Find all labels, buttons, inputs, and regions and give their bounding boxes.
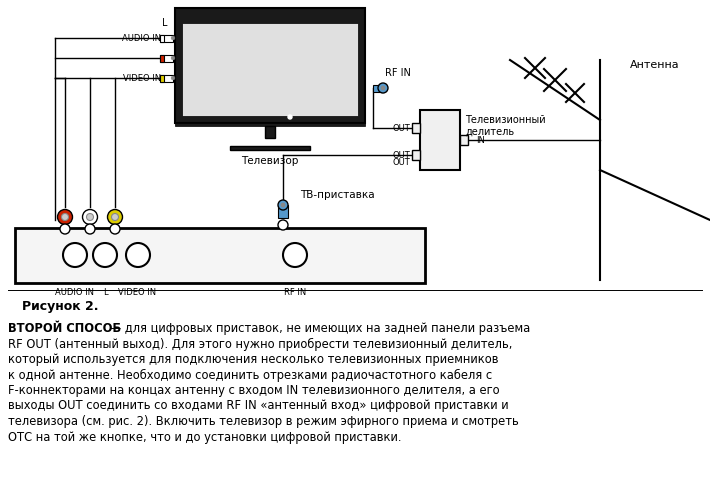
Circle shape [111, 214, 119, 221]
Circle shape [58, 210, 72, 225]
Bar [160, 74, 164, 81]
Bar [160, 34, 164, 41]
Circle shape [87, 214, 94, 221]
Circle shape [60, 224, 70, 234]
Circle shape [278, 220, 288, 230]
Text: Телевизионный: Телевизионный [465, 115, 545, 125]
Text: OUT: OUT [392, 158, 410, 167]
Text: Рисунок 2.: Рисунок 2. [22, 300, 99, 313]
Text: F-коннекторами на концах антенну с входом IN телевизионного делителя, а его: F-коннекторами на концах антенну с входо… [8, 384, 500, 397]
Text: IN: IN [476, 136, 485, 145]
Circle shape [63, 243, 87, 267]
Bar [175, 123, 365, 126]
Circle shape [107, 210, 123, 225]
Text: RF IN: RF IN [284, 288, 306, 297]
Circle shape [93, 243, 117, 267]
Circle shape [381, 86, 385, 90]
Text: RF OUT (антенный выход). Для этого нужно приобрести телевизионный делитель,: RF OUT (антенный выход). Для этого нужно… [8, 337, 513, 351]
Circle shape [171, 56, 175, 60]
Text: AUDIO IN: AUDIO IN [122, 33, 161, 42]
Text: Телевизор: Телевизор [241, 156, 299, 166]
Circle shape [171, 76, 175, 80]
Bar [160, 54, 164, 61]
Text: делитель: делитель [465, 127, 514, 137]
Bar [15, 228, 425, 283]
Text: ТВ-приставка: ТВ-приставка [300, 190, 375, 200]
Circle shape [288, 115, 292, 119]
Bar [230, 146, 310, 150]
Bar [420, 110, 460, 170]
Bar [182, 23, 358, 116]
Text: выходы OUT соединить со входами RF IN «антенный вход» цифровой приставки и: выходы OUT соединить со входами RF IN «а… [8, 400, 508, 413]
Circle shape [281, 203, 285, 207]
Text: OUT: OUT [392, 151, 410, 160]
Circle shape [283, 243, 307, 267]
Bar [460, 135, 468, 145]
Text: к одной антенне. Необходимо соединить отрезками радиочастотного кабеля с: к одной антенне. Необходимо соединить от… [8, 368, 492, 382]
Circle shape [82, 210, 97, 225]
Text: — для цифровых приставок, не имеющих на задней панели разъема: — для цифровых приставок, не имеющих на … [106, 322, 530, 335]
Bar [160, 54, 173, 61]
Bar [373, 84, 383, 91]
Text: L: L [163, 18, 168, 28]
Text: OUT: OUT [392, 123, 410, 133]
Text: Антенна: Антенна [630, 60, 679, 70]
Text: VIDEO IN: VIDEO IN [118, 288, 156, 297]
Text: телевизора (см. рис. 2). Включить телевизор в режим эфирного приема и смотреть: телевизора (см. рис. 2). Включить телеви… [8, 415, 519, 428]
Text: AUDIO IN: AUDIO IN [55, 288, 94, 297]
Text: RF IN: RF IN [385, 68, 411, 78]
Circle shape [85, 224, 95, 234]
Circle shape [278, 200, 288, 210]
Text: L: L [103, 288, 107, 297]
Circle shape [378, 83, 388, 93]
Text: VIDEO IN: VIDEO IN [123, 73, 161, 82]
Bar [278, 205, 288, 218]
Bar [160, 74, 173, 81]
Bar [412, 150, 420, 160]
Text: ОТС на той же кнопке, что и до установки цифровой приставки.: ОТС на той же кнопке, что и до установки… [8, 431, 401, 444]
Bar [412, 123, 420, 133]
Circle shape [110, 224, 120, 234]
Bar [265, 126, 275, 138]
Text: который используется для подключения несколько телевизионных приемников: который используется для подключения нес… [8, 353, 498, 366]
Bar [160, 34, 173, 41]
Text: ВТОРОЙ СПОСОБ: ВТОРОЙ СПОСОБ [8, 322, 121, 335]
Bar [175, 8, 365, 123]
Circle shape [62, 214, 68, 221]
Circle shape [171, 36, 175, 40]
Circle shape [126, 243, 150, 267]
